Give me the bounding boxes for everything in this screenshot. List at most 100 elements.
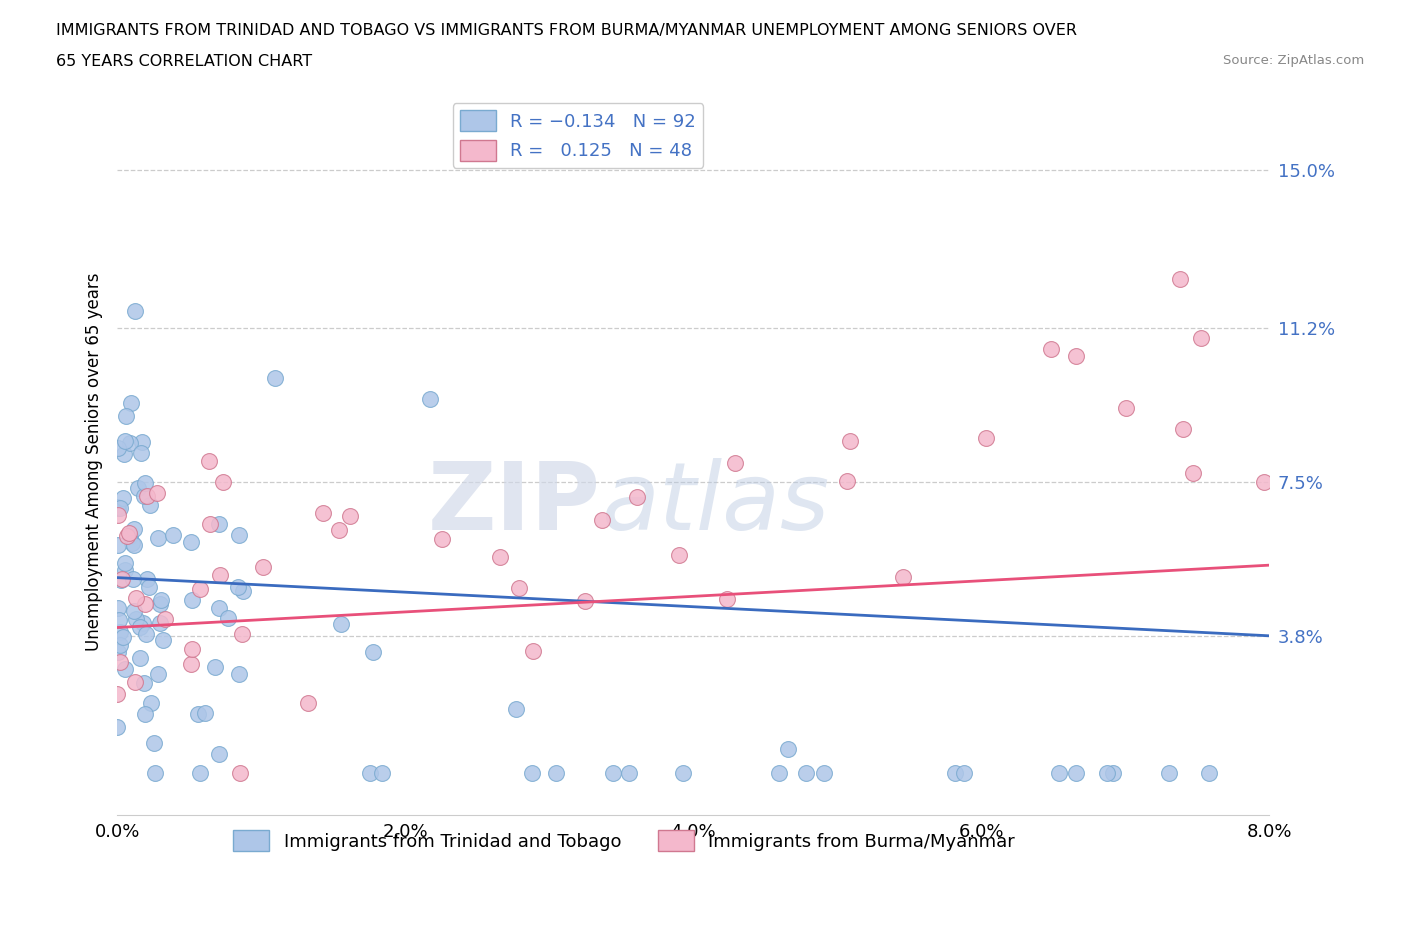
Point	[107, 441, 129, 456]
Point	[141, 695, 163, 710]
Point	[112, 491, 135, 506]
Point	[839, 433, 862, 448]
Point	[120, 529, 142, 544]
Point	[264, 371, 287, 386]
Point	[134, 707, 156, 722]
Point	[138, 579, 160, 594]
Point	[311, 506, 333, 521]
Point	[153, 611, 176, 626]
Point	[149, 616, 172, 631]
Point	[226, 580, 249, 595]
Point	[1170, 272, 1192, 286]
Point	[107, 686, 129, 701]
Point	[105, 720, 128, 735]
Point	[1064, 765, 1087, 780]
Point	[143, 736, 166, 751]
Point	[228, 765, 250, 780]
Point	[138, 498, 160, 512]
Point	[114, 661, 136, 676]
Text: IMMIGRANTS FROM TRINIDAD AND TOBAGO VS IMMIGRANTS FROM BURMA/MYANMAR UNEMPLOYMEN: IMMIGRANTS FROM TRINIDAD AND TOBAGO VS I…	[56, 23, 1077, 38]
Point	[544, 765, 567, 780]
Point	[208, 517, 231, 532]
Point	[1097, 765, 1119, 780]
Text: ZIP: ZIP	[429, 458, 602, 550]
Point	[520, 765, 543, 780]
Point	[152, 632, 174, 647]
Point	[180, 657, 202, 671]
Point	[146, 666, 169, 681]
Point	[602, 765, 624, 780]
Point	[297, 696, 319, 711]
Text: Source: ZipAtlas.com: Source: ZipAtlas.com	[1223, 54, 1364, 67]
Point	[120, 395, 142, 410]
Point	[943, 765, 966, 780]
Point	[228, 527, 250, 542]
Point	[131, 445, 153, 460]
Point	[181, 642, 204, 657]
Point	[107, 645, 129, 660]
Point	[1198, 765, 1220, 780]
Point	[112, 446, 135, 461]
Point	[114, 555, 136, 570]
Point	[162, 527, 184, 542]
Text: atlas: atlas	[602, 458, 830, 549]
Point	[149, 596, 172, 611]
Point	[188, 581, 211, 596]
Point	[128, 651, 150, 666]
Point	[131, 616, 153, 631]
Point	[124, 304, 146, 319]
Point	[1115, 401, 1137, 416]
Point	[207, 601, 229, 616]
Point	[108, 638, 131, 653]
Point	[114, 433, 136, 448]
Point	[122, 604, 145, 618]
Point	[672, 765, 695, 780]
Point	[114, 563, 136, 578]
Point	[1064, 349, 1087, 364]
Point	[1253, 474, 1275, 489]
Point	[1171, 421, 1194, 436]
Point	[110, 654, 132, 669]
Point	[724, 456, 747, 471]
Point	[108, 625, 131, 640]
Point	[149, 592, 172, 607]
Point	[574, 593, 596, 608]
Point	[107, 601, 129, 616]
Point	[768, 765, 790, 780]
Point	[135, 627, 157, 642]
Point	[508, 580, 530, 595]
Point	[143, 765, 166, 780]
Point	[107, 500, 129, 515]
Point	[111, 630, 134, 644]
Point	[105, 499, 128, 514]
Point	[617, 765, 640, 780]
Point	[107, 508, 129, 523]
Legend: Immigrants from Trinidad and Tobago, Immigrants from Burma/Myanmar: Immigrants from Trinidad and Tobago, Imm…	[226, 823, 1022, 858]
Point	[121, 536, 143, 551]
Point	[1040, 341, 1063, 356]
Point	[180, 592, 202, 607]
Point	[813, 765, 835, 780]
Point	[522, 644, 544, 658]
Point	[953, 765, 976, 780]
Point	[145, 486, 167, 501]
Point	[122, 571, 145, 586]
Point	[778, 741, 800, 756]
Point	[134, 597, 156, 612]
Point	[127, 481, 149, 496]
Point	[187, 707, 209, 722]
Point	[111, 571, 134, 586]
Point	[591, 512, 613, 527]
Point	[122, 538, 145, 552]
Point	[488, 549, 510, 564]
Point	[207, 747, 229, 762]
Point	[124, 674, 146, 689]
Point	[117, 525, 139, 540]
Point	[107, 538, 129, 552]
Point	[363, 645, 385, 660]
Point	[371, 765, 394, 780]
Point	[188, 765, 211, 780]
Point	[118, 436, 141, 451]
Point	[716, 591, 738, 606]
Point	[136, 572, 159, 587]
